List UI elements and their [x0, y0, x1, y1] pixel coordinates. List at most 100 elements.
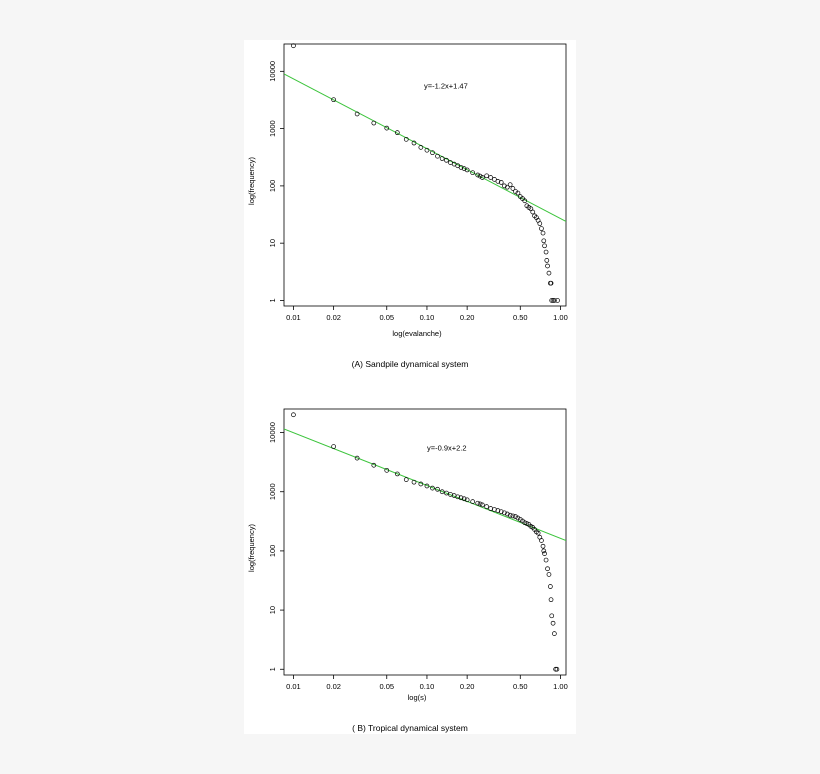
- data-point: [331, 444, 336, 449]
- x-tick-label: 1.00: [553, 313, 568, 322]
- data-point: [435, 486, 440, 492]
- data-point: [411, 479, 417, 485]
- fit-equation: y=-0.9x+2.2: [427, 443, 467, 452]
- chart-svg: 0.01 0.02 0.05 0.10 0.20 0.50 1.00110100100010…: [247, 43, 568, 733]
- data-point: [552, 298, 557, 303]
- data-point: [498, 509, 504, 515]
- data-point: [552, 631, 557, 636]
- data-point: [458, 165, 464, 170]
- data-point: [331, 97, 336, 103]
- data-point: [541, 548, 547, 554]
- data-point: [515, 190, 521, 196]
- x-tick-label: 0.01: [286, 313, 301, 322]
- data-point: [461, 166, 467, 171]
- plot-frame: [283, 43, 567, 307]
- data-point: [418, 145, 424, 150]
- data-point: [548, 280, 554, 286]
- data-point: [542, 243, 547, 249]
- data-point: [411, 140, 417, 146]
- y-tick-label: 100: [268, 545, 277, 558]
- y-tick-label: 1: [268, 667, 277, 671]
- x-axis-label: log(s): [408, 693, 427, 702]
- data-point: [502, 510, 507, 516]
- data-point: [439, 489, 445, 495]
- data-point: [424, 483, 430, 489]
- data-point: [371, 120, 377, 126]
- panel-caption: ( B) Tropical dynamical system: [352, 723, 468, 733]
- data-point: [418, 481, 424, 487]
- x-tick-label: 1.00: [553, 682, 568, 691]
- data-point: [546, 572, 552, 577]
- data-point: [510, 186, 516, 191]
- data-point: [535, 530, 541, 536]
- data-point: [458, 495, 464, 501]
- x-tick-label: 0.20: [460, 313, 475, 322]
- data-point: [484, 173, 490, 179]
- data-point: [507, 512, 513, 518]
- data-point: [470, 170, 476, 176]
- data-point: [540, 230, 546, 236]
- data-point: [470, 499, 476, 504]
- y-tick-label: 1: [268, 298, 277, 302]
- data-point: [371, 462, 377, 468]
- data-point: [546, 270, 552, 276]
- y-tick-label: 10000: [268, 422, 277, 443]
- data-point: [291, 412, 296, 418]
- data-point: [510, 513, 516, 519]
- data-point: [464, 167, 470, 173]
- x-axis-label: log(evalanche): [392, 329, 442, 338]
- data-point: [430, 485, 435, 491]
- data-point: [542, 551, 547, 556]
- x-tick-label: 0.02: [326, 313, 341, 322]
- data-point: [444, 157, 449, 163]
- x-tick-label: 0.02: [326, 682, 341, 691]
- chart-panel-b: 0.01 0.02 0.05 0.10 0.20 0.50 1.00 1 10 100 1000 10…: [247, 408, 568, 733]
- x-tick-label: 0.10: [420, 682, 435, 691]
- data-point: [545, 263, 550, 269]
- data-point: [455, 494, 461, 500]
- data-point: [504, 511, 510, 517]
- data-point: [435, 153, 440, 159]
- data-point: [530, 209, 536, 215]
- data-point: [480, 502, 485, 508]
- data-point: [384, 467, 390, 473]
- y-tick-label: 1000: [268, 120, 277, 137]
- data-point: [548, 584, 553, 589]
- data-point: [477, 501, 483, 507]
- data-point: [549, 298, 555, 303]
- y-axis-label: log(frequency): [247, 157, 256, 205]
- x-tick-label: 0.05: [379, 682, 394, 691]
- data-point: [543, 557, 549, 563]
- data-point: [488, 175, 494, 180]
- data-point: [424, 147, 430, 153]
- y-tick-label: 100: [268, 180, 277, 193]
- x-tick-label: 0.05: [379, 313, 394, 322]
- data-point: [548, 597, 554, 603]
- panel-caption: (A) Sandpile dynamical system: [352, 359, 469, 369]
- data-point: [513, 514, 518, 519]
- data-point: [544, 258, 550, 263]
- data-point: [464, 497, 470, 503]
- data-point: [475, 500, 481, 506]
- y-tick-label: 10000: [268, 61, 277, 82]
- data-point: [513, 189, 518, 194]
- data-point: [543, 249, 549, 255]
- y-axis-label: log(frequency): [247, 524, 256, 572]
- data-point: [444, 490, 449, 496]
- x-tick-label: 0.01: [286, 682, 301, 691]
- figure: 0.01 0.02 0.05 0.10 0.20 0.50 1.00 1 10 100 1000 10…: [244, 40, 576, 734]
- data-point: [354, 111, 360, 117]
- data-point: [504, 184, 510, 190]
- data-point: [439, 156, 445, 161]
- plot-frame: [283, 408, 567, 676]
- data-point: [537, 221, 543, 226]
- data-point: [403, 477, 409, 482]
- data-point: [515, 515, 521, 521]
- data-point: [555, 298, 560, 303]
- chart-panel-a: 0.01 0.02 0.05 0.10 0.20 0.50 1.00 1 10 100 1000 10…: [247, 43, 568, 369]
- data-point: [495, 179, 501, 184]
- x-tick-label: 0.10: [420, 313, 435, 322]
- x-tick-label: 0.50: [513, 682, 528, 691]
- data-point: [430, 150, 435, 156]
- data-point: [394, 471, 400, 477]
